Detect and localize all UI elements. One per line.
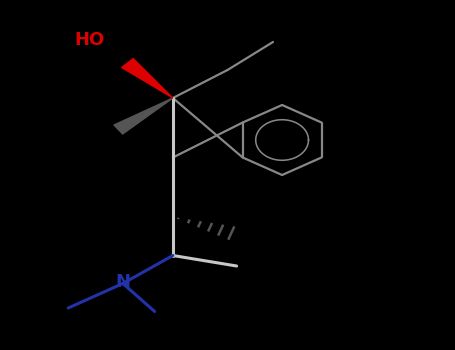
Polygon shape <box>114 98 173 134</box>
Polygon shape <box>121 58 173 98</box>
Text: N: N <box>116 273 130 291</box>
Text: HO: HO <box>75 31 105 49</box>
